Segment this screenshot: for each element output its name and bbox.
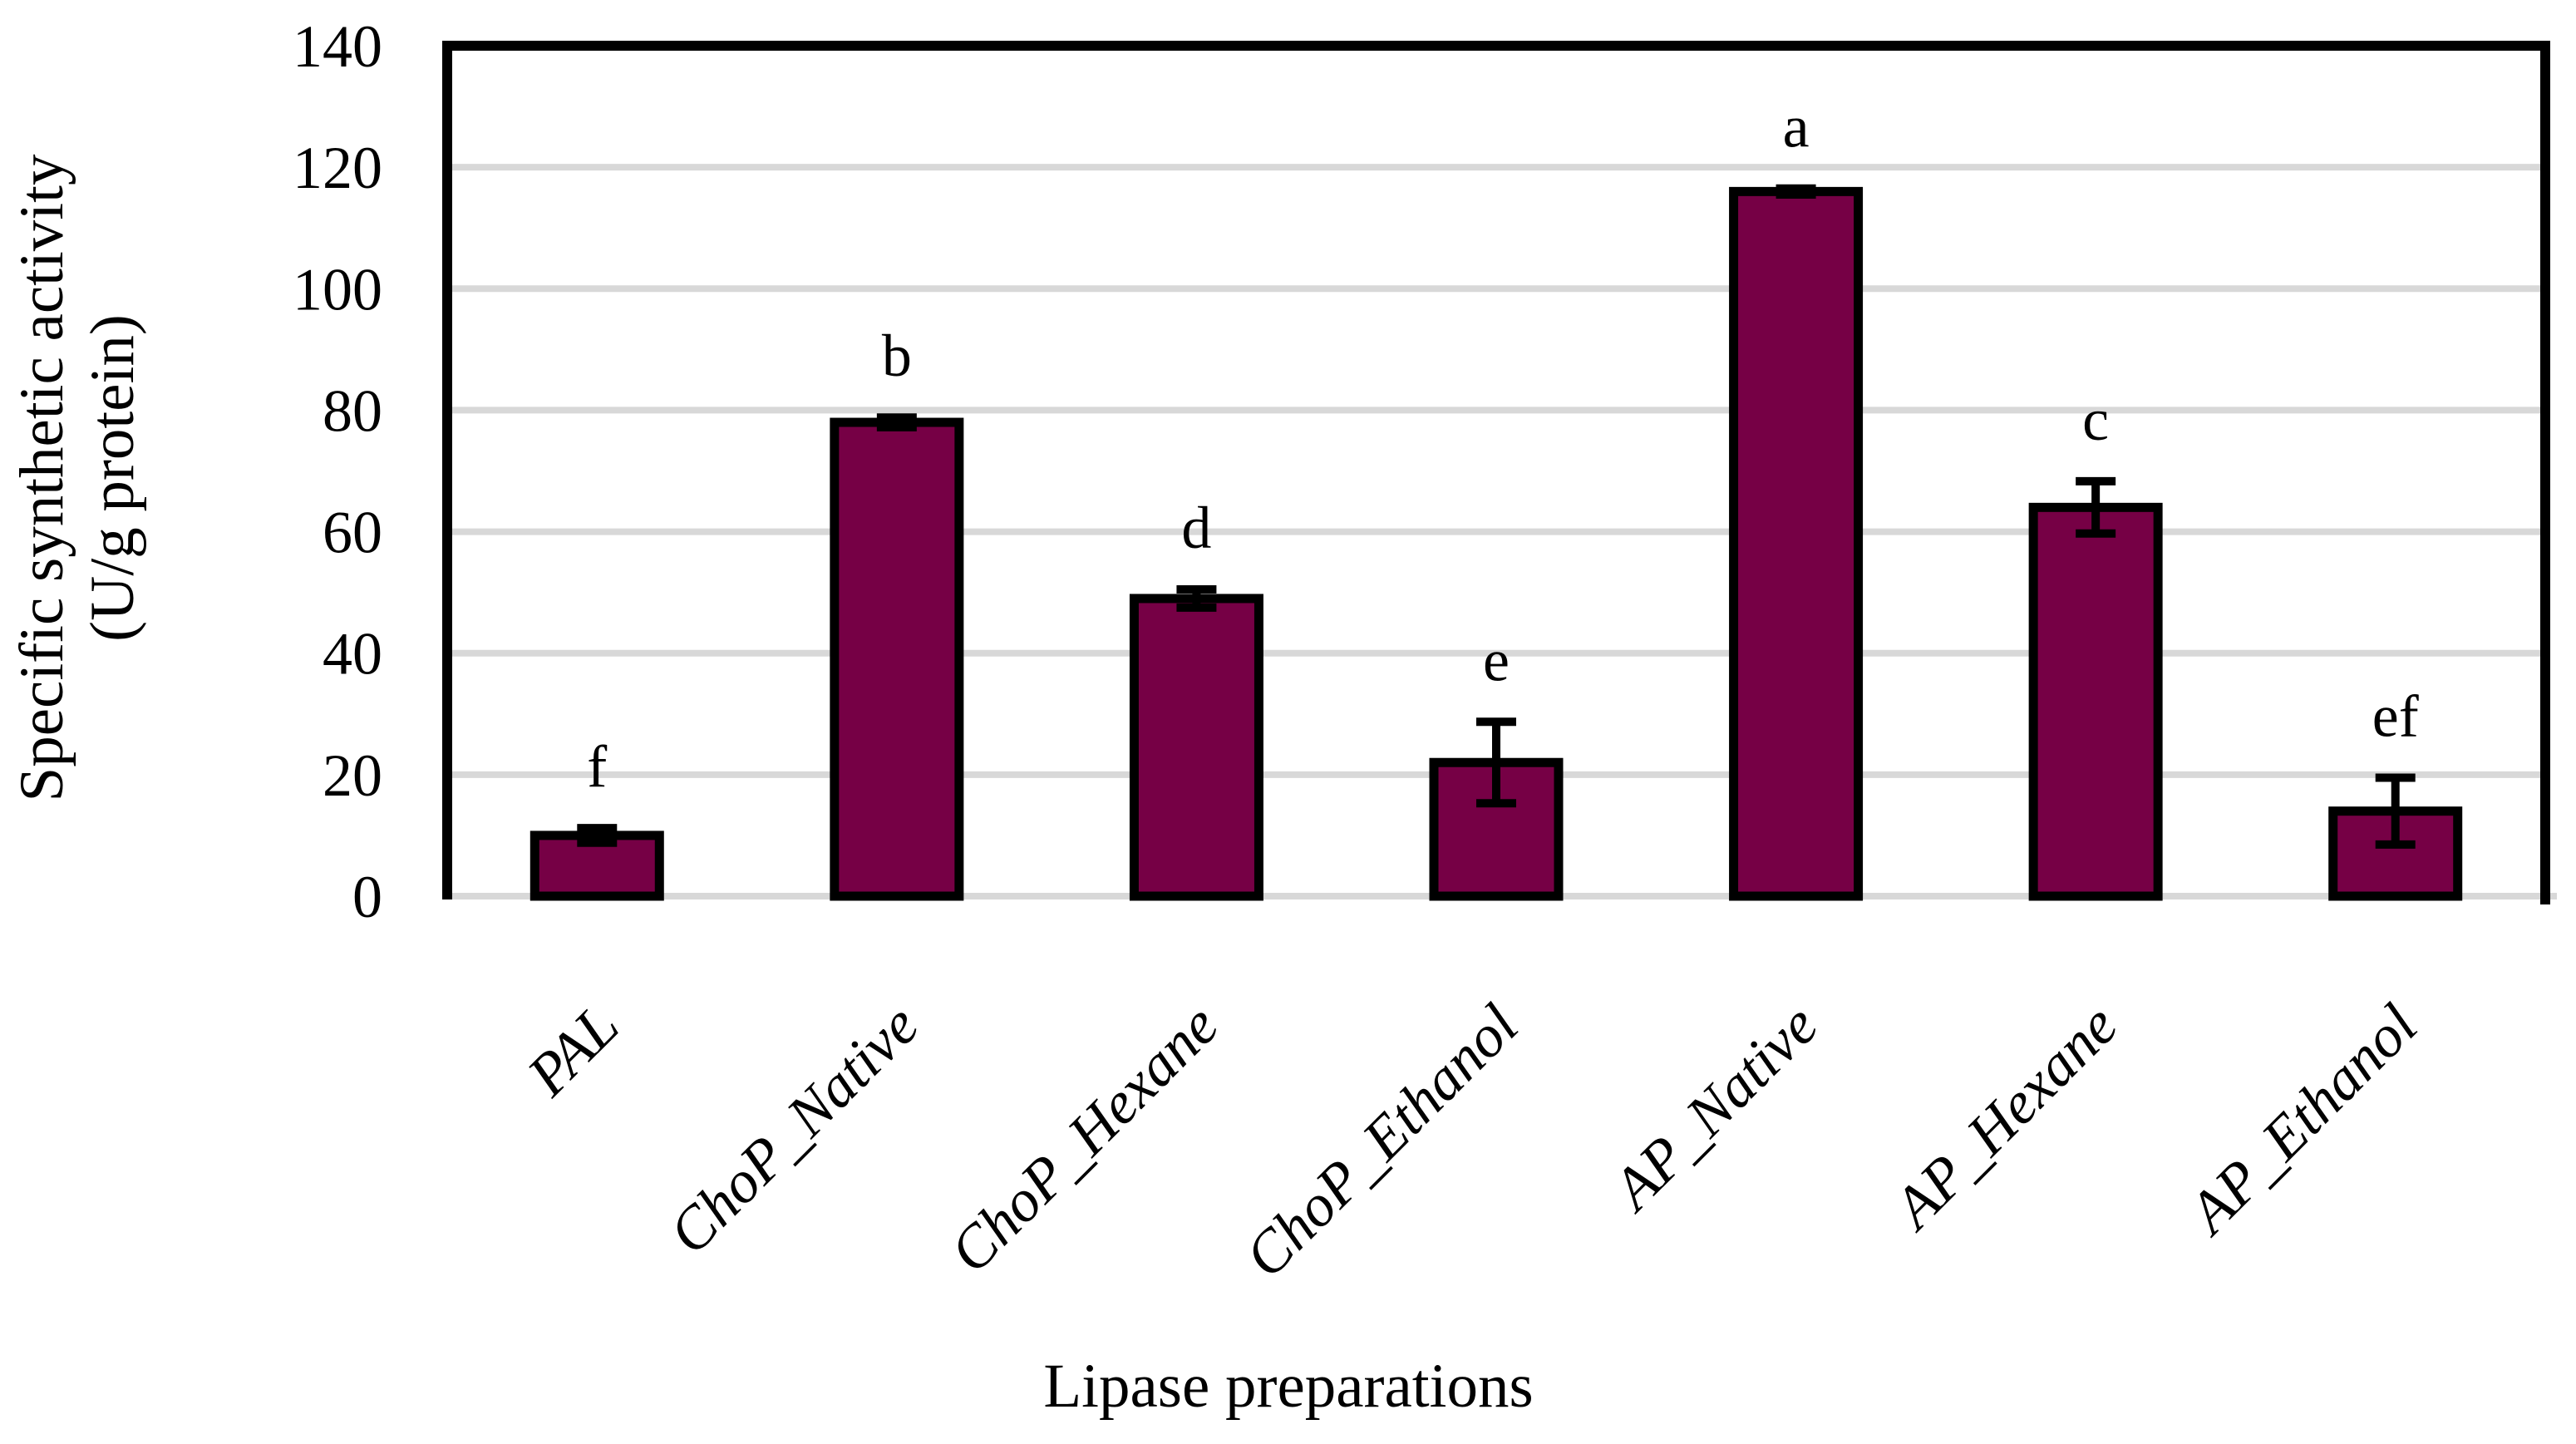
y-tick-label-100: 100 — [293, 256, 382, 323]
y-axis-title-line2: (U/g protein) — [78, 314, 147, 642]
bar-ap_native — [1729, 186, 1864, 901]
bar-ap_hexane — [2028, 502, 2163, 901]
significance-letter-chop_ethanol: e — [1483, 627, 1510, 693]
x-category-label-chop_native: ChoP_Native — [656, 992, 931, 1267]
significance-letter-chop_native: b — [882, 323, 912, 389]
x-category-label-chop_hexane: ChoP_Hexane — [937, 992, 1230, 1285]
x-category-label-ap_ethanol: AP_Ethanol — [2174, 992, 2430, 1248]
y-tick-label-0: 0 — [352, 864, 382, 930]
y-tick-label-120: 120 — [293, 135, 382, 201]
significance-letter-chop_hexane: d — [1181, 495, 1211, 561]
y-tick-label-80: 80 — [323, 377, 382, 444]
significance-letter-ap_hexane: c — [2082, 387, 2109, 453]
significance-letter-ap_ethanol: ef — [2372, 683, 2419, 750]
significance-letter-pal: f — [587, 733, 607, 800]
significance-letter-ap_native: a — [1783, 94, 1810, 160]
x-axis-title: Lipase preparations — [1043, 1352, 1533, 1421]
x-category-label-ap_hexane: AP_Hexane — [1879, 992, 2130, 1244]
y-axis-title-line1: Specific synthetic activity — [7, 154, 76, 801]
y-tick-label-20: 20 — [323, 742, 382, 809]
y-tick-label-140: 140 — [293, 13, 382, 80]
y-tick-label-60: 60 — [323, 500, 382, 566]
x-category-label-chop_ethanol: ChoP_Ethanol — [1232, 992, 1530, 1290]
y-tick-label-40: 40 — [323, 621, 382, 688]
x-category-label-ap_native: AP_Native — [1598, 992, 1830, 1225]
bar-chop_native — [830, 417, 964, 901]
x-category-label-pal: PAL — [514, 992, 631, 1109]
bar-chop_hexane — [1129, 594, 1263, 901]
